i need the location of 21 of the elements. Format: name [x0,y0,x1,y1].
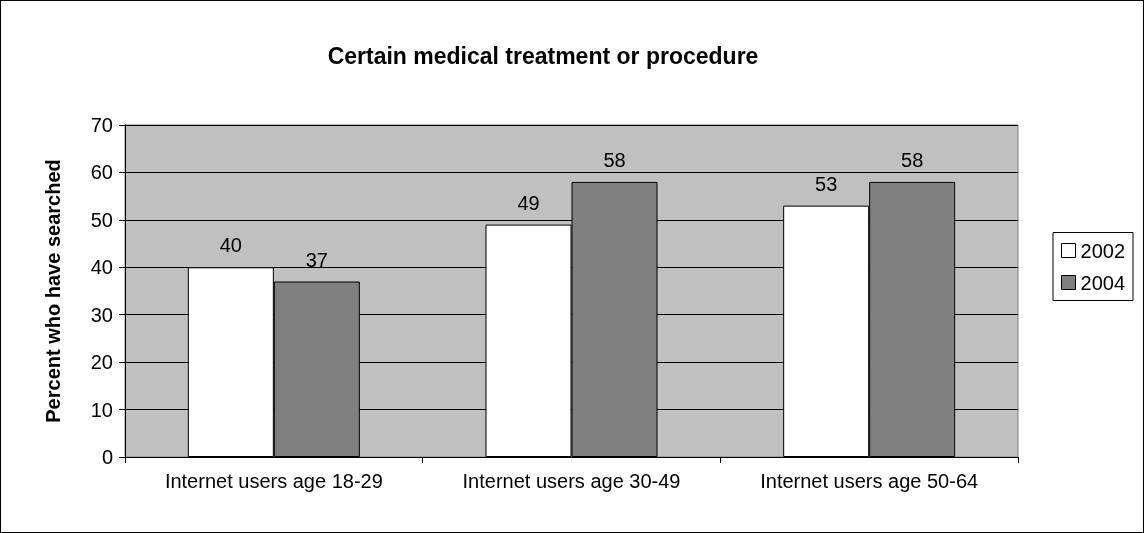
data-label: 37 [305,248,328,271]
y-tick-label: 50 [90,208,113,231]
data-label: 58 [901,148,924,171]
x-tick-label: Internet users age 18-29 [164,470,383,492]
y-tick-label: 30 [90,303,113,326]
x-tick-label: Internet users age 50-64 [760,470,979,492]
data-label: 58 [603,148,626,171]
y-tick-label: 40 [90,256,113,279]
y-tick-label: 60 [90,161,113,184]
y-tick-label: 10 [90,398,113,421]
y-tick-label: 70 [90,114,113,136]
data-label: 49 [517,191,540,214]
y-axis-title: Percent who have searched [42,159,64,423]
legend-label: 2004 [1080,271,1126,294]
chart-title: Certain medical treatment or procedure [327,42,759,69]
data-label: 53 [815,172,838,195]
y-tick-label: 0 [101,446,113,468]
y-tick-label: 20 [90,351,113,374]
x-tick-label: Internet users age 30-49 [462,470,681,492]
data-label: 40 [219,234,242,257]
legend-label: 2002 [1080,239,1126,262]
